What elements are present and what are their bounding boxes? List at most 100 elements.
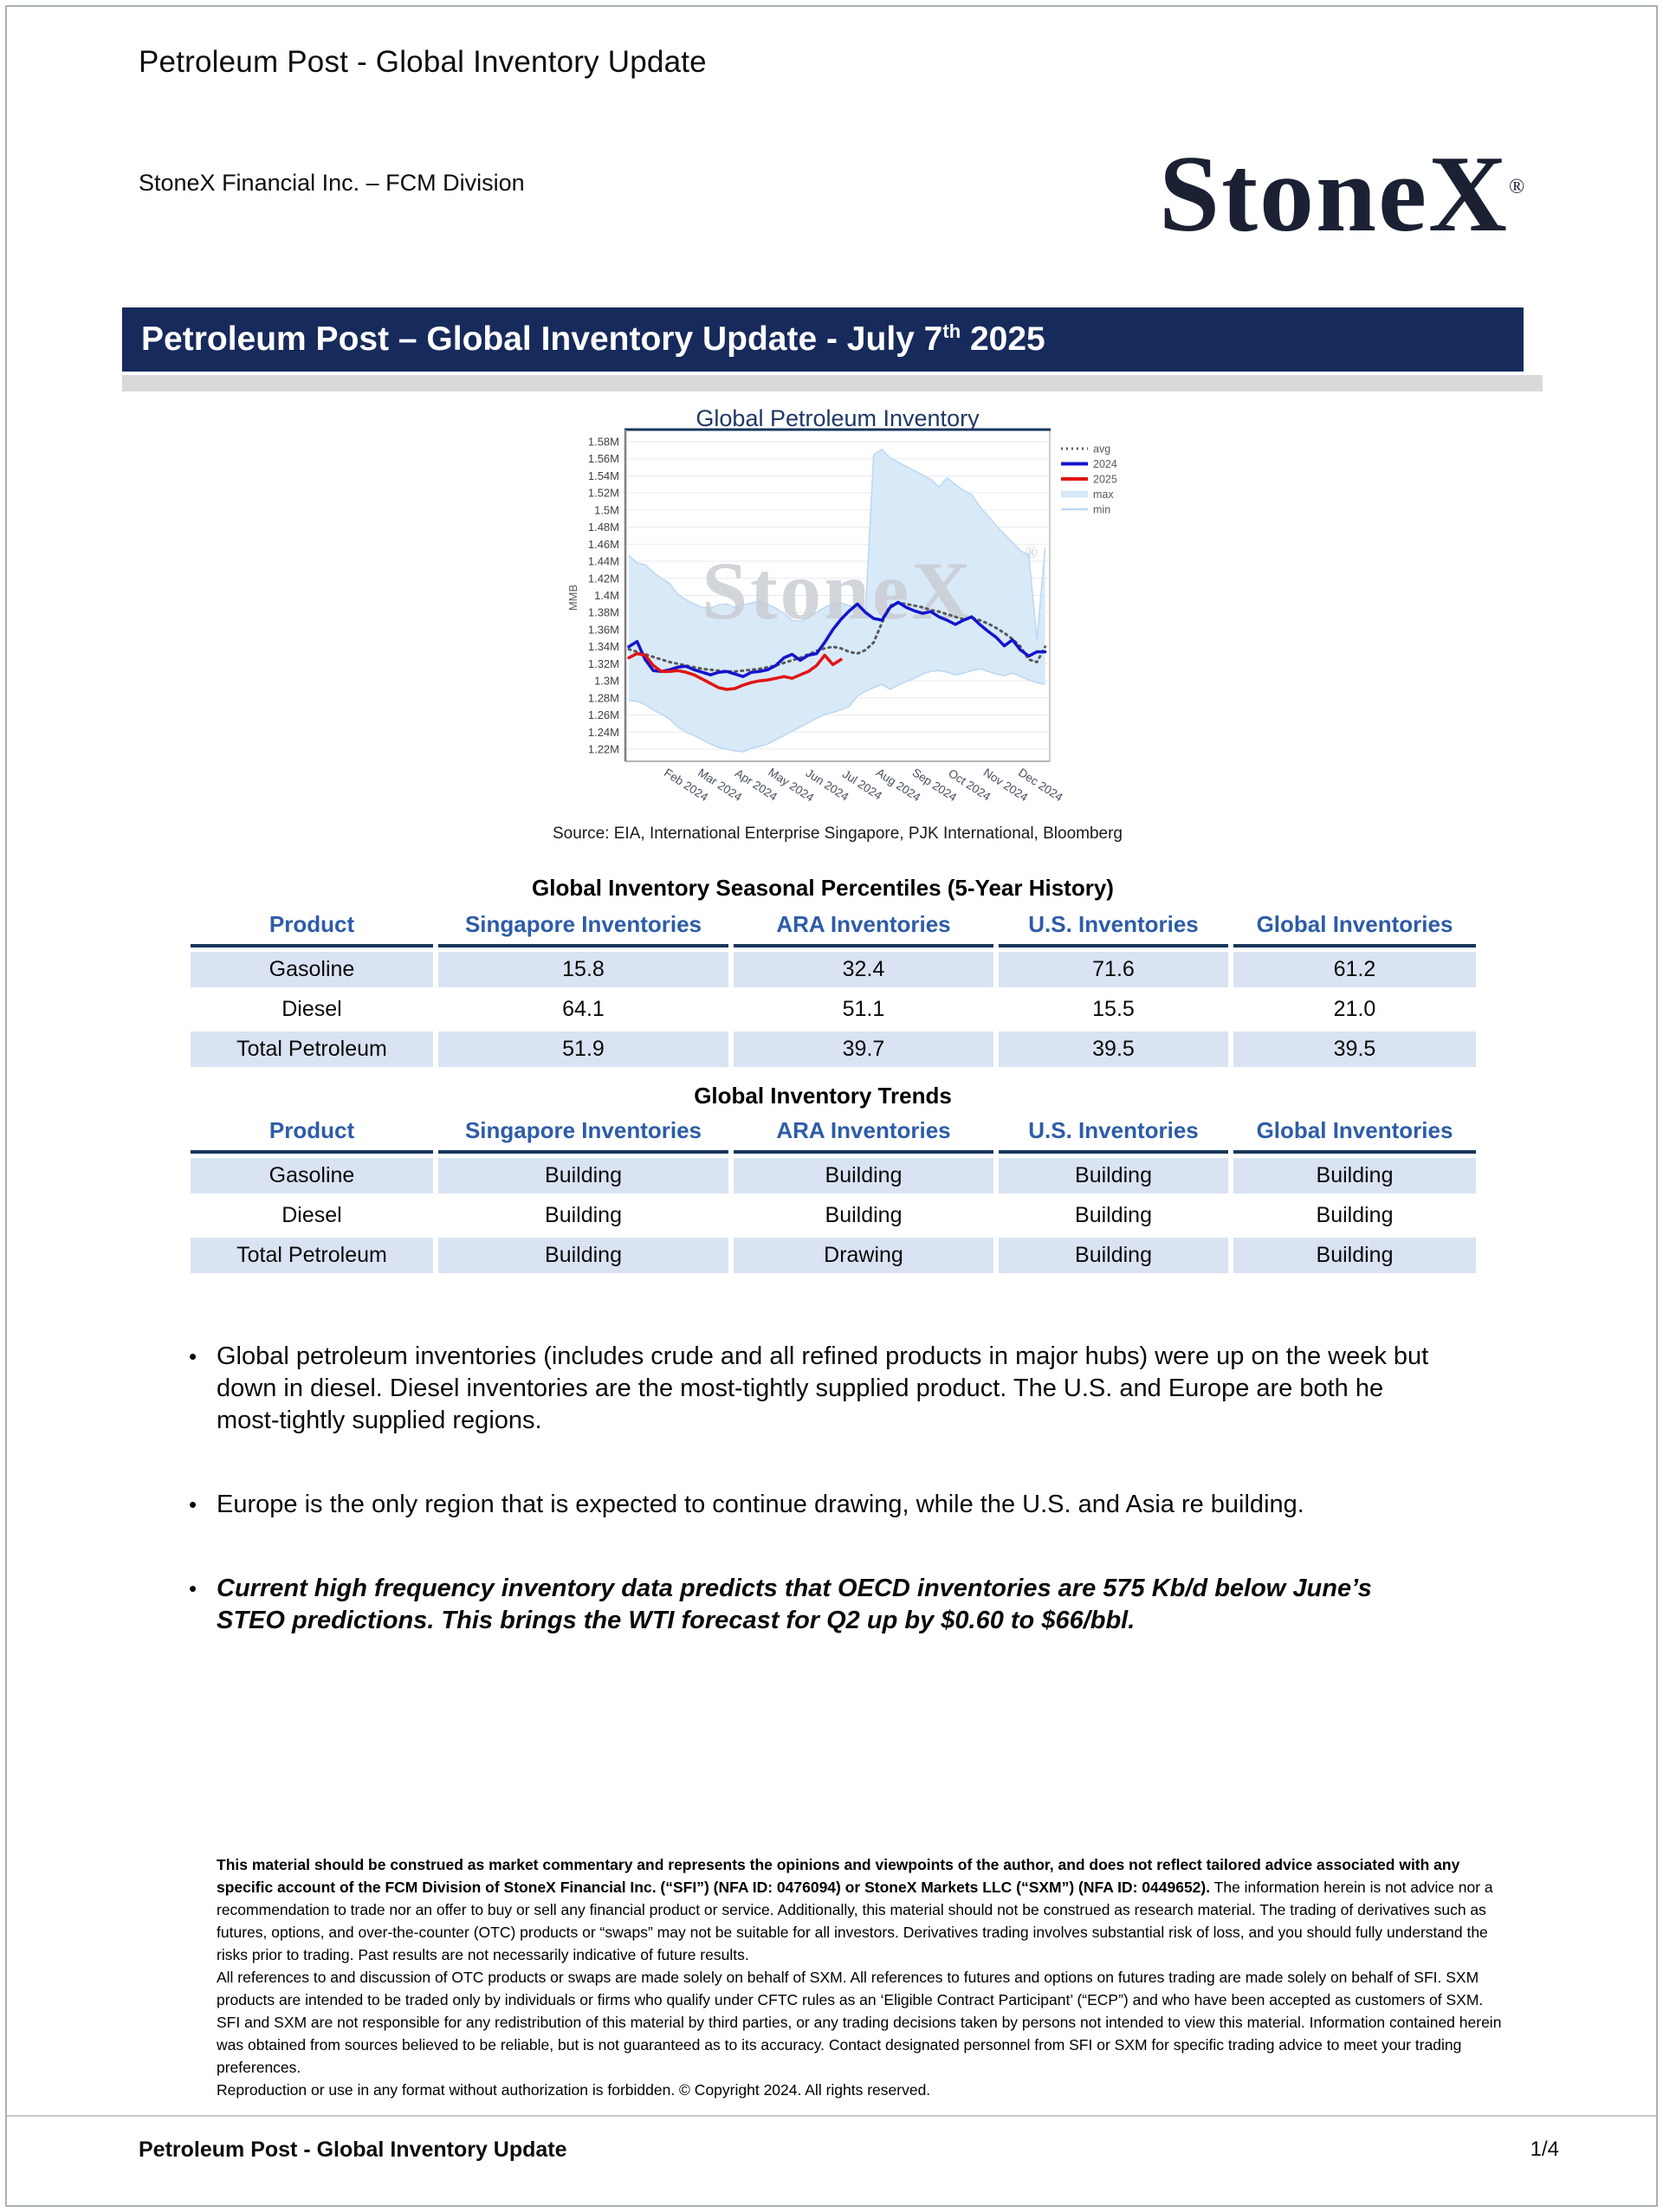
column-header: Product (191, 911, 433, 948)
table-cell: 15.8 (438, 952, 728, 987)
svg-text:1.22M: 1.22M (588, 743, 619, 756)
table-cell: 51.9 (438, 1032, 728, 1067)
percentiles-table-title: Global Inventory Seasonal Percentiles (5… (532, 875, 1114, 901)
report-banner: Petroleum Post – Global Inventory Update… (122, 307, 1524, 372)
bullet-icon: • (189, 1575, 197, 1601)
svg-text:max: max (1093, 488, 1114, 501)
page-number: 1/4 (1530, 2138, 1559, 2161)
disclaimer-text: The information herein is not advice nor… (217, 1879, 1493, 1963)
column-header: U.S. Inventories (999, 911, 1228, 948)
table-cell: Building (734, 1158, 993, 1193)
svg-text:1.46M: 1.46M (588, 538, 619, 551)
stonex-logo: StoneX® (1159, 140, 1524, 249)
row-label: Diesel (281, 997, 342, 1021)
svg-text:2025: 2025 (1093, 474, 1117, 486)
svg-text:1.54M: 1.54M (588, 469, 619, 482)
banner-title: Petroleum Post – Global Inventory Update… (141, 320, 943, 358)
table-cell: 71.6 (999, 952, 1228, 987)
svg-text:StoneX: StoneX (702, 545, 974, 637)
summary-bullets: • Global petroleum inventories (includes… (189, 1341, 1505, 1689)
svg-text:1.42M: 1.42M (588, 572, 619, 585)
disclaimer-paragraph: Reproduction or use in any format withou… (217, 2081, 931, 2099)
row-label: Total Petroleum (191, 1032, 433, 1067)
table-cell: Building (1316, 1203, 1394, 1227)
bullet-text: Current high frequency inventory data pr… (217, 1575, 1372, 1634)
footer-title: Petroleum Post - Global Inventory Update (139, 2138, 567, 2162)
global-petroleum-inventory-chart: 1.58M 1.56M 1.54M 1.52M 1.5M 1.48M 1.46M 1.44M 1… (566, 428, 1117, 805)
table-cell: Drawing (734, 1238, 993, 1273)
svg-text:1.36M: 1.36M (588, 623, 619, 636)
table-cell: Building (1233, 1158, 1476, 1193)
row-label: Diesel (281, 1203, 342, 1227)
row-label: Gasoline (191, 952, 433, 987)
svg-text:1.24M: 1.24M (588, 726, 619, 739)
table-cell: 64.1 (562, 997, 605, 1021)
document-title: Petroleum Post - Global Inventory Update (139, 45, 707, 79)
disclaimer-paragraph: All references to and discussion of OTC … (217, 1969, 1484, 2008)
svg-text:min: min (1093, 504, 1110, 516)
svg-text:1.28M: 1.28M (588, 691, 619, 704)
row-label: Total Petroleum (191, 1238, 433, 1273)
percentiles-table: Product Singapore Inventories ARA Invent… (191, 911, 1476, 1067)
svg-text:1.5M: 1.5M (594, 503, 619, 516)
column-header: Singapore Inventories (438, 911, 728, 948)
bullet-item: • Current high frequency inventory data … (189, 1573, 1505, 1637)
table-cell: Building (1075, 1203, 1152, 1227)
trends-table-title: Global Inventory Trends (694, 1083, 952, 1109)
svg-text:1.4M: 1.4M (594, 589, 619, 602)
svg-text:1.26M: 1.26M (588, 708, 619, 721)
table-cell: Building (438, 1238, 728, 1273)
svg-text:MMB: MMB (566, 585, 579, 611)
table-cell: Building (438, 1158, 728, 1193)
svg-text:1.48M: 1.48M (588, 521, 619, 534)
footer-divider (7, 2115, 1656, 2117)
svg-text:1.32M: 1.32M (588, 657, 619, 670)
table-cell: 39.7 (734, 1032, 993, 1067)
table-cell: Building (825, 1203, 903, 1227)
svg-text:1.52M: 1.52M (588, 487, 619, 500)
banner-shadow (122, 375, 1543, 391)
bullet-text: Europe is the only region that is expect… (217, 1491, 1304, 1518)
table-cell: 15.5 (1092, 997, 1135, 1021)
table-cell: 39.5 (1233, 1032, 1476, 1067)
svg-text:2024: 2024 (1093, 458, 1117, 470)
column-header: Global Inventories (1233, 911, 1476, 948)
bullet-item: • Europe is the only region that is expe… (189, 1489, 1505, 1521)
column-header: Product (191, 1117, 433, 1154)
disclaimer-paragraph: This material should be construed as mar… (217, 1853, 1511, 1966)
table-cell: Building (999, 1158, 1228, 1193)
disclaimer-bold-lead: This material should be construed as mar… (217, 1856, 1460, 1896)
disclaimer-paragraph: SFI and SXM are not responsible for any … (217, 2014, 1502, 2076)
bullet-icon: • (189, 1491, 197, 1517)
column-header: Global Inventories (1233, 1117, 1476, 1154)
chart-title: Global Petroleum Inventory (696, 405, 980, 431)
table-cell: 51.1 (842, 997, 885, 1021)
svg-text:1.44M: 1.44M (588, 555, 619, 568)
column-header: U.S. Inventories (999, 1117, 1228, 1154)
table-cell: 39.5 (999, 1032, 1228, 1067)
table-cell: 21.0 (1333, 997, 1376, 1021)
chart-source-line: Source: EIA, International Enterprise Si… (553, 825, 1123, 843)
svg-text:1.3M: 1.3M (594, 675, 619, 688)
bullet-icon: • (189, 1343, 197, 1369)
column-header: ARA Inventories (734, 911, 993, 948)
trends-table: Product Singapore Inventories ARA Invent… (191, 1117, 1476, 1273)
banner-year: 2025 (961, 320, 1045, 358)
column-header: ARA Inventories (734, 1117, 993, 1154)
stonex-logo-text: StoneX (1159, 134, 1510, 255)
column-header: Singapore Inventories (438, 1117, 728, 1154)
registered-mark-icon: ® (1509, 176, 1525, 198)
banner-ordinal: th (942, 320, 961, 342)
svg-text:1.38M: 1.38M (588, 606, 619, 619)
division-subtitle: StoneX Financial Inc. – FCM Division (139, 170, 525, 196)
row-label: Gasoline (191, 1158, 433, 1193)
svg-text:avg: avg (1093, 443, 1110, 456)
svg-text:1.34M: 1.34M (588, 640, 619, 653)
legal-disclaimer: This material should be construed as mar… (217, 1853, 1511, 2101)
svg-text:1.56M: 1.56M (588, 452, 619, 465)
table-cell: 61.2 (1233, 952, 1476, 987)
bullet-text: Global petroleum inventories (includes c… (217, 1342, 1429, 1434)
table-cell: 32.4 (734, 952, 993, 987)
table-cell: Building (1233, 1238, 1476, 1273)
